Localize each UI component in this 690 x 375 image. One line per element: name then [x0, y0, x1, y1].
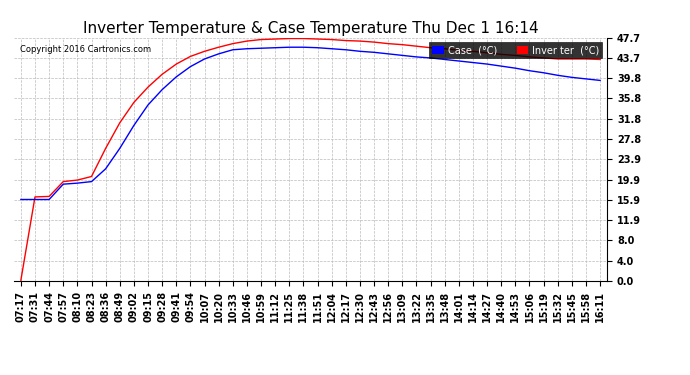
Title: Inverter Temperature & Case Temperature Thu Dec 1 16:14: Inverter Temperature & Case Temperature …: [83, 21, 538, 36]
Legend: Case  (°C), Inver ter  (°C): Case (°C), Inver ter (°C): [429, 42, 602, 58]
Text: Copyright 2016 Cartronics.com: Copyright 2016 Cartronics.com: [20, 45, 151, 54]
